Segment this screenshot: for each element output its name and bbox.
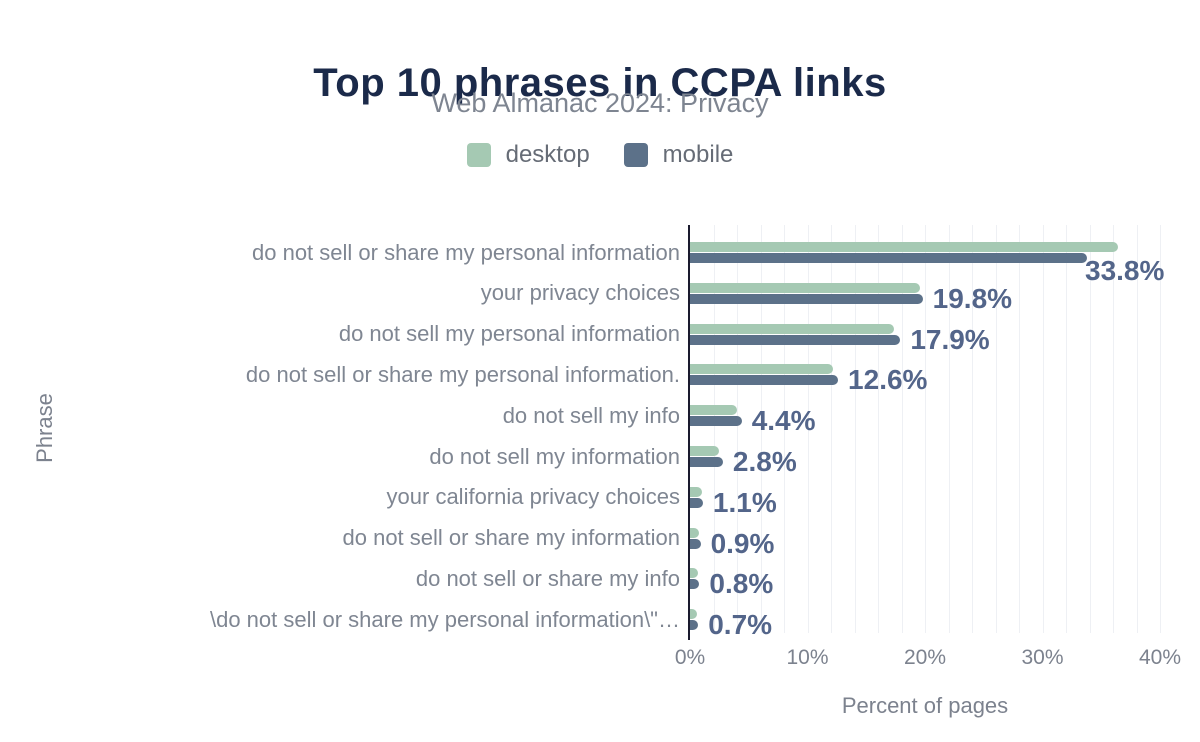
gridline [925, 225, 926, 633]
gridline [878, 225, 879, 633]
gridline [1113, 225, 1114, 633]
gridline [995, 225, 997, 633]
category-label: your privacy choices [480, 280, 680, 306]
category-label: do not sell or share my personal informa… [245, 361, 680, 387]
mobile-bar[interactable] [690, 375, 839, 386]
x-tick-label: 10% [786, 646, 829, 669]
chart-subtitle: Web Almanac 2024: Privacy [431, 88, 769, 118]
legend-label-desktop: desktop [505, 141, 590, 168]
category-label: do not sell my personal information [338, 321, 680, 347]
y-axis-title: Phrase [32, 393, 57, 463]
desktop-bar[interactable] [690, 282, 921, 293]
gridline [948, 225, 950, 633]
category-label: do not sell my info [502, 402, 680, 428]
mobile-bar[interactable] [690, 497, 703, 508]
desktop-bar[interactable] [690, 446, 720, 456]
mobile-bar[interactable] [690, 416, 742, 427]
desktop-swatch-icon [466, 143, 491, 167]
mobile-bar[interactable] [690, 253, 1088, 263]
value-label: 17.9% [910, 323, 990, 355]
value-label: 0.7% [708, 609, 773, 641]
value-label: 1.1% [712, 486, 777, 518]
gridline [1160, 225, 1161, 633]
value-label: 2.8% [732, 446, 797, 477]
legend-item-mobile[interactable]: mobile [623, 141, 734, 169]
desktop-bar[interactable] [690, 486, 702, 497]
gridline [784, 225, 785, 633]
legend-item-desktop[interactable]: desktop [466, 141, 590, 169]
gridline [831, 225, 832, 633]
value-label: 0.9% [710, 527, 775, 559]
value-label: 33.8% [1085, 255, 1165, 286]
value-label: 12.6% [848, 364, 928, 396]
gridline [737, 225, 738, 633]
mobile-bar[interactable] [690, 538, 701, 549]
desktop-bar[interactable] [690, 242, 1118, 252]
gridline [901, 225, 903, 633]
value-label: 4.4% [751, 405, 816, 437]
desktop-bar[interactable] [690, 323, 895, 334]
gridline [854, 225, 856, 633]
category-label: do not sell or share my info [415, 565, 680, 591]
x-tick-label: 40% [1138, 646, 1182, 669]
gridline [972, 225, 973, 633]
x-tick-label: 30% [1021, 646, 1064, 669]
y-axis-line [688, 225, 690, 640]
desktop-bar[interactable] [690, 527, 700, 538]
gridline [1019, 225, 1020, 633]
mobile-bar[interactable] [690, 334, 901, 345]
gridline [1042, 225, 1044, 633]
chart-title: Top 10 phrases in CCPA links [313, 60, 887, 105]
desktop-bar[interactable] [690, 364, 834, 375]
desktop-bar[interactable] [690, 568, 699, 579]
gridline [1089, 225, 1091, 633]
mobile-swatch-icon [623, 143, 648, 167]
gridline [713, 225, 715, 633]
mobile-bar[interactable] [690, 620, 699, 631]
category-label: your california privacy choices [386, 484, 680, 510]
value-label: 0.8% [709, 568, 774, 600]
category-label: do not sell or share my personal informa… [252, 239, 680, 265]
legend-label-mobile: mobile [662, 141, 734, 168]
legend: desktop mobile [0, 141, 1200, 169]
gridline [760, 225, 762, 633]
gridline [1066, 225, 1067, 633]
desktop-bar[interactable] [690, 609, 698, 620]
category-label: \do not sell or share my personal inform… [209, 606, 680, 632]
gridline [807, 225, 809, 633]
desktop-bar[interactable] [690, 405, 737, 416]
x-tick-label: 20% [903, 646, 947, 669]
mobile-bar[interactable] [690, 293, 923, 304]
x-axis-title: Percent of pages [841, 693, 1009, 718]
gridline [1136, 225, 1138, 633]
value-label: 19.8% [932, 282, 1013, 314]
category-label: do not sell my information [429, 443, 680, 469]
mobile-bar[interactable] [690, 457, 723, 467]
x-tick-label: 0% [674, 646, 706, 669]
mobile-bar[interactable] [690, 579, 700, 590]
category-label: do not sell or share my information [342, 525, 681, 551]
